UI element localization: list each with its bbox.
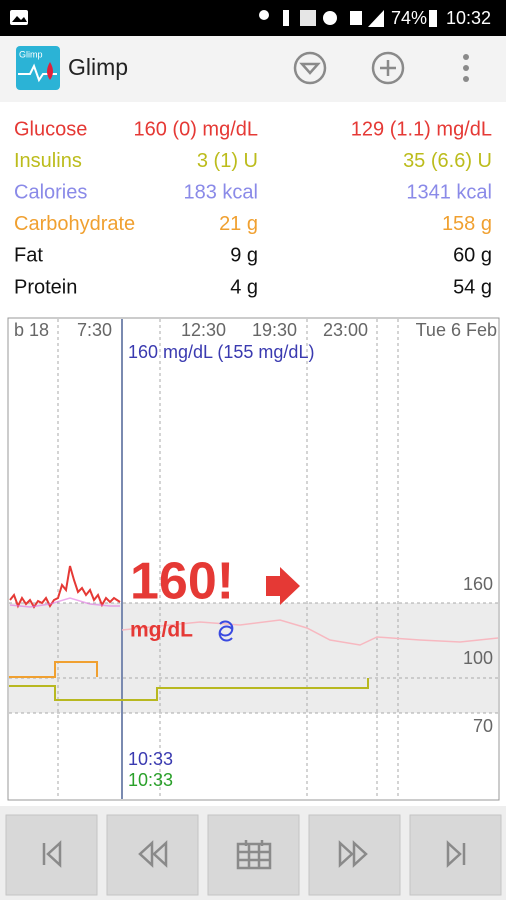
summary-table: Glucose 160 (0) mg/dL 129 (1.1) mg/dL Insul… bbox=[14, 118, 492, 298]
time-label: 12:30 bbox=[181, 320, 226, 340]
sync-icon bbox=[218, 620, 234, 642]
previous-button[interactable] bbox=[106, 814, 199, 896]
status-bar bbox=[0, 0, 506, 36]
row-total: 158 g bbox=[442, 213, 492, 235]
trend-arrow bbox=[266, 567, 300, 605]
row-recent: 4 g bbox=[230, 276, 258, 298]
time-axis: b 18 7:30 12:30 19:30 23:00 Tue 6 Feb bbox=[14, 320, 497, 340]
sensor-time: 10:33 bbox=[128, 749, 173, 769]
app-bar bbox=[0, 36, 506, 102]
grid bbox=[9, 319, 498, 799]
insulin-trace bbox=[9, 678, 369, 701]
glucose-trace bbox=[9, 565, 121, 609]
current-value: 160! bbox=[130, 553, 234, 611]
row-recent: 160 (0) mg/dL bbox=[133, 118, 258, 140]
time-label: 23:00 bbox=[323, 320, 368, 340]
target-range bbox=[9, 603, 498, 713]
battery-level: 74% bbox=[391, 8, 427, 28]
row-recent: 3 (1) U bbox=[197, 150, 258, 172]
logo-drop bbox=[47, 62, 53, 80]
glucose-average-trace bbox=[121, 619, 499, 646]
row-total: 35 (6.6) U bbox=[403, 150, 492, 172]
time-label: b 18 bbox=[14, 320, 49, 340]
add-button[interactable] bbox=[371, 51, 405, 85]
value-axis: 160 100 70 bbox=[463, 574, 493, 736]
current-unit: mg/dL bbox=[130, 619, 193, 642]
gallery-icon-shape bbox=[12, 16, 27, 22]
gallery-icon bbox=[10, 10, 28, 25]
app-title: Glimp bbox=[68, 54, 128, 80]
update-time: 10:33 bbox=[128, 770, 173, 790]
time-label: 7:30 bbox=[77, 320, 112, 340]
clock: 10:32 bbox=[446, 8, 491, 28]
row-total: 60 g bbox=[453, 245, 492, 267]
reading-note: 160 mg/dL (155 mg/dL) bbox=[128, 342, 314, 362]
logo-wave bbox=[18, 63, 57, 83]
filter-button[interactable] bbox=[293, 51, 327, 85]
value-label: 100 bbox=[463, 648, 493, 668]
row-recent: 183 kcal bbox=[184, 181, 259, 203]
first-button[interactable] bbox=[5, 814, 98, 896]
row-label: Fat bbox=[14, 245, 43, 267]
glucose-smooth-trace bbox=[9, 597, 120, 608]
row-recent: 9 g bbox=[230, 245, 258, 267]
next-button[interactable] bbox=[308, 814, 401, 896]
app-logo bbox=[16, 46, 60, 90]
row-label: Glucose bbox=[14, 118, 87, 140]
status-icons bbox=[259, 10, 437, 27]
value-label: 160 bbox=[463, 574, 493, 594]
chart-frame bbox=[7, 317, 500, 801]
logo-text: Glimp bbox=[19, 49, 43, 59]
last-button[interactable] bbox=[409, 814, 502, 896]
value-label: 70 bbox=[473, 716, 493, 736]
calendar-button[interactable] bbox=[207, 814, 300, 896]
row-label: Protein bbox=[14, 276, 77, 298]
row-total: 129 (1.1) mg/dL bbox=[351, 118, 492, 140]
row-label: Carbohydrate bbox=[14, 213, 135, 235]
time-label: Tue 6 Feb bbox=[416, 320, 497, 340]
row-recent: 21 g bbox=[219, 213, 258, 235]
row-total: 54 g bbox=[453, 276, 492, 298]
menu-button[interactable] bbox=[463, 54, 469, 82]
time-label: 19:30 bbox=[252, 320, 297, 340]
row-label: Calories bbox=[14, 181, 87, 203]
row-total: 1341 kcal bbox=[406, 181, 492, 203]
carbohydrate-trace bbox=[9, 661, 98, 678]
row-label: Insulins bbox=[14, 150, 82, 172]
